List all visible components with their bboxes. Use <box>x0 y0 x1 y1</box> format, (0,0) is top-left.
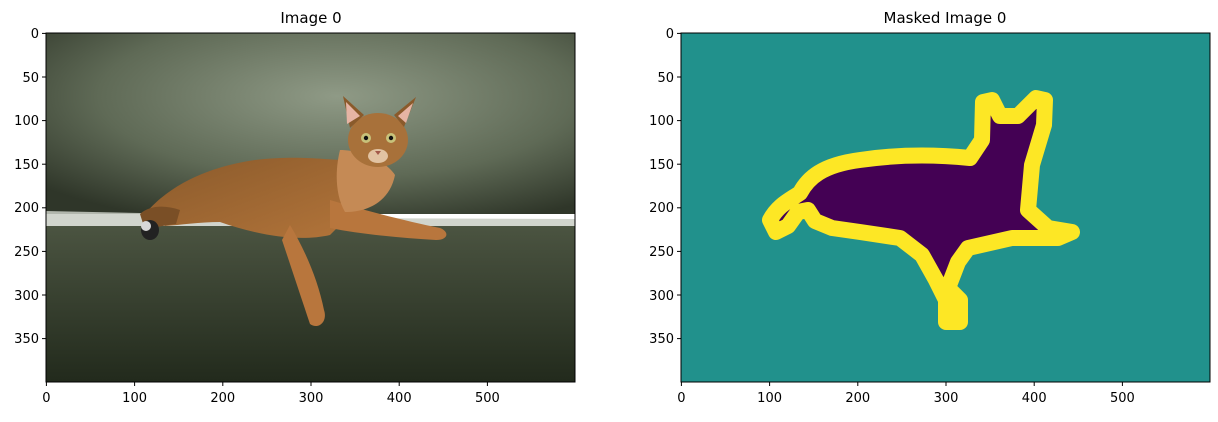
y-tick-label: 250 <box>14 245 39 260</box>
x-tick-label: 0 <box>42 391 50 406</box>
y-tick-label: 200 <box>14 201 39 216</box>
x-tick-label: 500 <box>475 391 500 406</box>
y-tick-label: 0 <box>666 27 674 42</box>
x-tick-label: 500 <box>1110 391 1135 406</box>
x-tick-label: 100 <box>122 391 147 406</box>
y-tick-label: 300 <box>14 289 39 304</box>
y-tick-label: 50 <box>22 71 39 86</box>
x-tick-label: 100 <box>757 391 782 406</box>
x-tick-label: 400 <box>1022 391 1047 406</box>
panel-masked-image: Masked Image 0 0 50 100 150 200 250 300 … <box>649 9 1211 406</box>
panel-title: Image 0 <box>280 9 341 27</box>
panel-image: Image 0 <box>14 9 576 406</box>
y-axis: 0 50 100 150 200 250 300 350 <box>649 27 681 347</box>
x-tick-label: 400 <box>387 391 412 406</box>
photo-cat <box>140 96 447 327</box>
x-tick-label: 200 <box>210 391 235 406</box>
photo <box>46 33 575 382</box>
mask-object <box>762 90 1080 330</box>
panel-title: Masked Image 0 <box>884 9 1007 27</box>
x-axis: 0 100 200 300 400 500 <box>677 382 1135 406</box>
y-tick-label: 250 <box>649 245 674 260</box>
x-tick-label: 300 <box>299 391 324 406</box>
y-tick-label: 150 <box>14 158 39 173</box>
x-tick-label: 300 <box>934 391 959 406</box>
y-tick-label: 100 <box>649 114 674 129</box>
y-tick-label: 350 <box>649 332 674 347</box>
y-tick-label: 200 <box>649 201 674 216</box>
y-tick-label: 100 <box>14 114 39 129</box>
y-tick-label: 150 <box>649 158 674 173</box>
mask <box>681 33 1210 382</box>
x-tick-label: 0 <box>677 391 685 406</box>
y-tick-label: 50 <box>657 71 674 86</box>
y-tick-label: 0 <box>31 27 39 42</box>
y-tick-label: 350 <box>14 332 39 347</box>
x-tick-label: 200 <box>845 391 870 406</box>
y-axis: 0 50 100 150 200 250 300 350 <box>14 27 46 347</box>
x-axis: 0 100 200 300 400 500 <box>42 382 500 406</box>
y-tick-label: 300 <box>649 289 674 304</box>
